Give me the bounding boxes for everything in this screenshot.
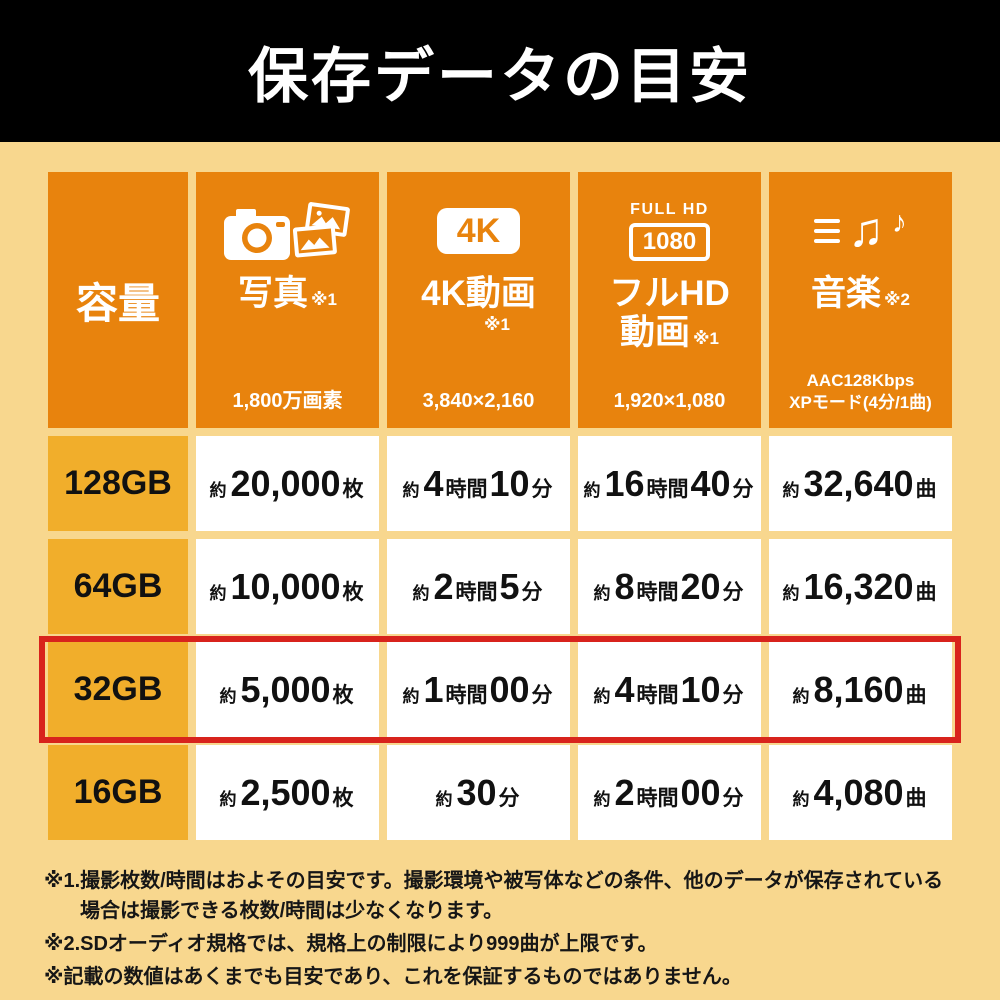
camera-photos-icon: [223, 202, 350, 260]
capacity-label-128GB: 128GB: [48, 436, 188, 531]
column-header-music: ♫ ♪ 音楽 ※2 AAC128Kbps XPモード(4分/1曲): [769, 172, 952, 428]
value-cell: 約 2 時間 00 分: [578, 745, 761, 840]
column-header-capacity: 容量: [48, 172, 188, 428]
value-cell: 約 2 時間 5 分: [387, 539, 570, 634]
table-row-32GB: 32GB 約 5,000 枚約 1 時間 00 分約 4 時間 10 分約 8,160 曲: [39, 636, 961, 743]
footnote-marker: ※1: [693, 329, 719, 349]
table-row-128GB: 128GB 約 20,000 枚約 4 時間 10 分約 16 時間 40 分約 32,640 曲: [48, 436, 952, 531]
column-header-photo: 写真 ※1 1,800万画素: [196, 172, 379, 428]
value-cell: 約 16,320 曲: [769, 539, 952, 634]
capacity-label-32GB: 32GB: [48, 642, 188, 737]
value-cell: 約 30 分: [387, 745, 570, 840]
footnote-marker: ※1: [311, 290, 337, 309]
value-cell: 約 8 時間 20 分: [578, 539, 761, 634]
table-body: 128GB 約 20,000 枚約 4 時間 10 分約 16 時間 40 分約 32,640 曲 64GB…: [39, 436, 961, 840]
value-cell: 約 5,000 枚: [196, 642, 379, 737]
music-notes-icon: ♫ ♪: [814, 207, 907, 255]
value-cell: 約 2,500 枚: [196, 745, 379, 840]
column-title-music: 音楽 ※2: [811, 274, 910, 313]
value-cell: 約 1 時間 00 分: [387, 642, 570, 737]
footnote-3: ※記載の数値はあくまでも目安であり、これを保証するものではありません。: [44, 966, 742, 988]
value-cell: 約 10,000 枚: [196, 539, 379, 634]
value-cell: 約 16 時間 40 分: [578, 436, 761, 531]
column-subtitle-photo: 1,800万画素: [232, 390, 343, 412]
footnote-1: ※1.撮影枚数/時間はおよその目安です。撮影環境や被写体などの条件、他のデータが…: [44, 870, 944, 922]
footnotes: ※1.撮影枚数/時間はおよその目安です。撮影環境や被写体などの条件、他のデータが…: [44, 866, 956, 992]
column-subtitle-fullhd: 1,920×1,080: [613, 390, 726, 412]
table-row-16GB: 16GB 約 2,500 枚約 30 分約 2 時間 00 分約 4,080 曲: [48, 745, 952, 840]
column-subtitle-music: AAC128Kbps XPモード(4分/1曲): [789, 370, 932, 412]
column-title-4k-video: 4K動画: [421, 274, 536, 313]
column-title-fullhd-line1: フルHD: [609, 274, 730, 313]
column-title-fullhd-line2: 動画 ※1: [620, 313, 719, 353]
footnote-marker: ※1: [484, 315, 510, 335]
value-cell: 約 4 時間 10 分: [387, 436, 570, 531]
value-cell: 約 8,160 曲: [769, 642, 952, 737]
value-cell: 約 4 時間 10 分: [578, 642, 761, 737]
storage-table: 容量: [39, 172, 961, 840]
value-cell: 約 20,000 枚: [196, 436, 379, 531]
column-header-4k-video: 4K 4K動画 ※1 3,840×2,160: [387, 172, 570, 428]
table-row-64GB: 64GB 約 10,000 枚約 2 時間 5 分約 8 時間 20 分約 16,320 曲: [48, 539, 952, 634]
footnote-2: ※2.SDオーディオ規格では、規格上の制限により999曲が上限です。: [44, 933, 658, 955]
column-title-photo: 写真 ※1: [238, 274, 337, 313]
title-bar: 保存データの目安: [0, 0, 1000, 142]
capacity-header-label: 容量: [75, 279, 160, 327]
column-subtitle-4k-video: 3,840×2,160: [422, 390, 535, 412]
4k-badge-icon: 4K: [436, 208, 521, 254]
capacity-label-64GB: 64GB: [48, 539, 188, 634]
value-cell: 約 32,640 曲: [769, 436, 952, 531]
value-cell: 約 4,080 曲: [769, 745, 952, 840]
table-header-row: 容量: [48, 172, 952, 428]
footnote-marker: ※2: [884, 290, 910, 309]
fullhd-badge-icon: FULL HD 1080: [628, 201, 711, 261]
column-header-fullhd-video: FULL HD 1080 フルHD 動画 ※1 1,920×1,080: [578, 172, 761, 428]
page-title: 保存データの目安: [248, 42, 752, 110]
capacity-label-16GB: 16GB: [48, 745, 188, 840]
